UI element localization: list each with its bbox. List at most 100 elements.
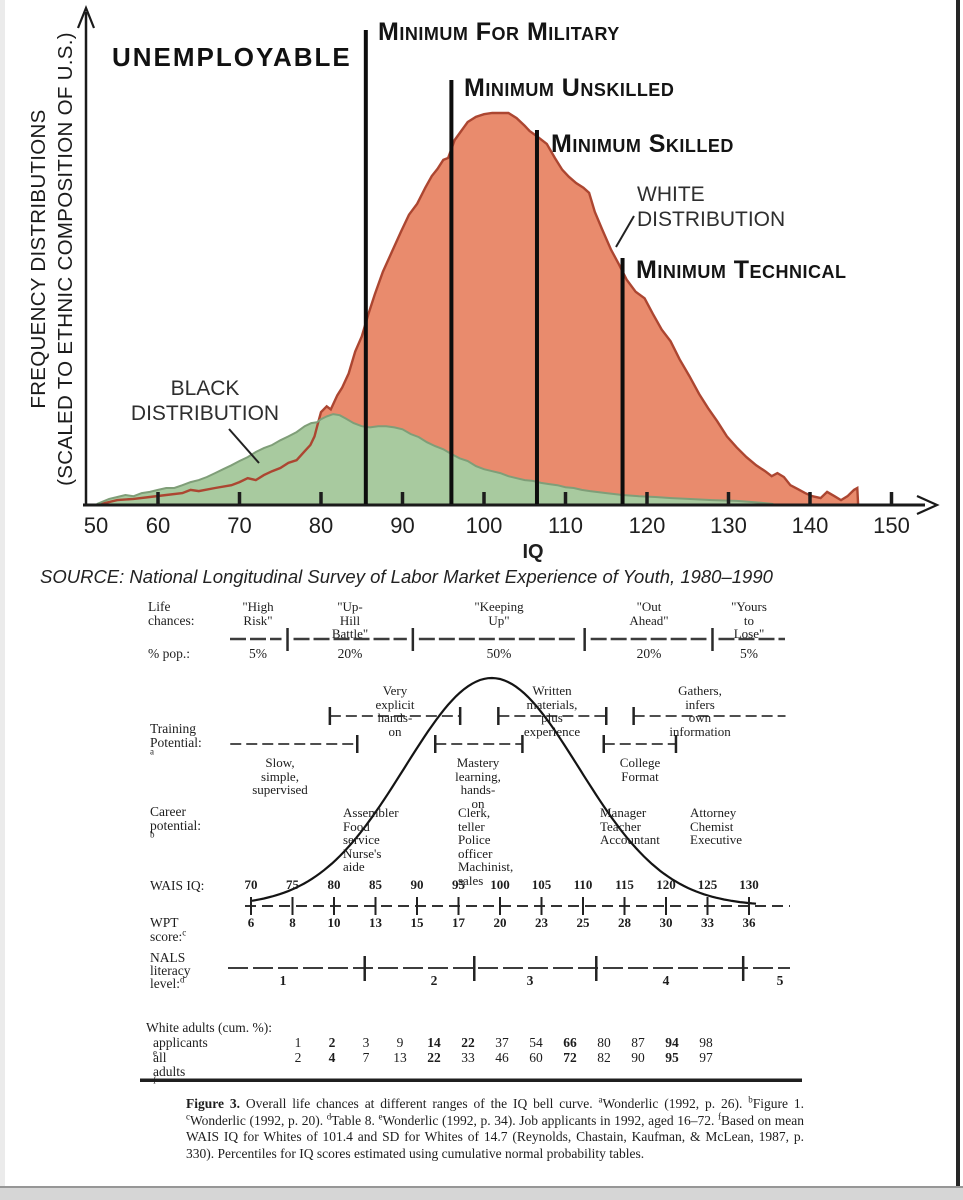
applicants-value: 14 [427, 1035, 441, 1050]
cutoff-label: Minimum For Military [378, 18, 620, 46]
wpt-value: 20 [493, 914, 507, 930]
wpt-value: 36 [742, 914, 756, 930]
applicants-value: 1 [294, 1035, 302, 1050]
all-adults-value: 33 [461, 1050, 475, 1065]
cutoff-label: Minimum Unskilled [464, 74, 675, 102]
wais-value: 110 [573, 877, 593, 892]
applicants-value: 9 [396, 1035, 404, 1050]
applicants-value: 87 [631, 1035, 645, 1050]
applicants-label: applicants e [153, 1035, 208, 1058]
page-edge-left [0, 0, 5, 1200]
x-tick-label: 120 [628, 513, 666, 538]
career-column: Manager Teacher Accountant [600, 805, 660, 848]
nals-level: 4 [662, 973, 670, 988]
career-column: Attorney Chemist Executive [690, 805, 742, 848]
x-tick-label: 150 [873, 513, 910, 538]
all-adults-value: 97 [699, 1050, 713, 1065]
x-tick-label: 60 [145, 513, 171, 538]
wais-value: 115 [615, 877, 634, 892]
career-potential-label: potential: b [150, 817, 201, 840]
wais-value: 90 [410, 877, 424, 892]
nals-level: 5 [776, 973, 784, 988]
training-potential-label: Training [150, 721, 197, 736]
source-line: SOURCE: National Longitudinal Survey of … [40, 566, 773, 587]
x-tick-label: 100 [465, 513, 503, 538]
applicants-value: 2 [328, 1035, 336, 1050]
x-tick-label: 140 [791, 513, 829, 538]
cutoff-label: Minimum Skilled [551, 130, 734, 158]
y-axis-label: FREQUENCY DISTRIBUTIONS (SCALED TO ETHNI… [27, 32, 77, 486]
all-adults-value: 95 [665, 1050, 679, 1065]
wpt-value: 6 [247, 914, 255, 930]
all-adults-label: all adults f [153, 1050, 186, 1086]
all-adults-value: 4 [328, 1050, 336, 1065]
page-edge-right [956, 0, 960, 1186]
all-adults-value: 13 [393, 1050, 407, 1065]
white-distribution-label: WHITE DISTRIBUTION [637, 183, 786, 231]
career-column: Assembler Food service Nurse's aide [343, 805, 399, 875]
wais-value: 80 [327, 877, 341, 892]
white-adults-header: White adults (cum. %): [146, 1020, 272, 1035]
pct-pop-value: 20% [337, 646, 363, 661]
applicants-value: 37 [495, 1035, 509, 1050]
pct-pop-label: % pop.: [148, 646, 190, 661]
training-range-label: College Format [619, 755, 661, 784]
all-adults-value: 22 [427, 1050, 441, 1065]
training-range-label: Slow, simple, supervised [252, 755, 308, 798]
nals-level: 3 [526, 973, 534, 988]
x-tick-label: 130 [710, 513, 747, 538]
life-category: "Out Ahead" [629, 599, 669, 628]
x-axis-label: IQ [522, 541, 544, 563]
training-potential-label: Potential: a [150, 734, 202, 757]
x-tick-label: 70 [227, 513, 252, 538]
life-category: "High Risk" [242, 599, 274, 628]
nals-label: level:d [150, 974, 185, 991]
pct-pop-value: 20% [636, 646, 662, 661]
life-category: "Keeping Up" [474, 599, 524, 628]
wais-value: 125 [697, 877, 718, 892]
wais-value: 105 [531, 877, 552, 892]
wpt-value: 23 [535, 914, 548, 930]
pct-pop-value: 5% [740, 646, 758, 661]
all-adults-value: 46 [495, 1050, 509, 1065]
pct-pop-value: 5% [249, 646, 267, 661]
wpt-value: 10 [327, 914, 341, 930]
wpt-value: 15 [410, 914, 424, 930]
wpt-value: 17 [452, 914, 465, 930]
training-range-label: Mastery learning, hands-on [455, 755, 501, 811]
unemployable-label: UNEMPLOYABLE [112, 42, 352, 72]
applicants-value: 3 [362, 1035, 370, 1050]
applicants-value: 54 [529, 1035, 543, 1050]
wpt-value: 28 [618, 914, 631, 930]
wais-value: 75 [286, 877, 299, 892]
x-tick-label: 90 [390, 513, 415, 538]
all-adults-value: 60 [529, 1050, 543, 1065]
wais-value: 100 [490, 877, 510, 892]
figure-caption: Figure 3. Overall life chances at differ… [186, 1094, 804, 1161]
wais-value: 70 [244, 877, 258, 892]
page-edge-bottom [0, 1186, 963, 1200]
wpt-value: 30 [659, 914, 673, 930]
applicants-value: 80 [597, 1035, 611, 1050]
all-adults-value: 90 [631, 1050, 645, 1065]
all-adults-value: 72 [563, 1050, 577, 1065]
pct-pop-value: 50% [486, 646, 512, 661]
career-column: Clerk, teller Police officer Machinist, … [458, 805, 514, 888]
x-tick-label: 80 [308, 513, 334, 538]
cutoff-label: Minimum Technical [636, 256, 847, 284]
wais-value: 130 [739, 877, 759, 892]
applicants-value: 94 [665, 1035, 679, 1050]
black-distribution-label: BLACK DISTRIBUTION [130, 377, 280, 425]
wpt-value: 25 [576, 914, 590, 930]
training-range-label: Gathers, infers own information [669, 683, 731, 739]
wais-value: 120 [656, 877, 676, 892]
career-potential-label: Career [150, 804, 186, 819]
nals-level: 2 [430, 973, 438, 988]
training-range-label: Very explicit hands-on [375, 683, 415, 739]
wpt-value: 8 [289, 914, 296, 930]
applicants-value: 22 [461, 1035, 475, 1050]
wpt-score-label: WPT score:c [150, 915, 187, 944]
life-chances-label: Life chances: [148, 599, 195, 628]
wpt-value: 33 [701, 914, 714, 930]
training-range-label: Written materials, plus experience [523, 683, 581, 739]
